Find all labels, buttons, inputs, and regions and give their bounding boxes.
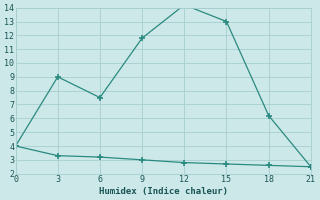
X-axis label: Humidex (Indice chaleur): Humidex (Indice chaleur) [99, 187, 228, 196]
